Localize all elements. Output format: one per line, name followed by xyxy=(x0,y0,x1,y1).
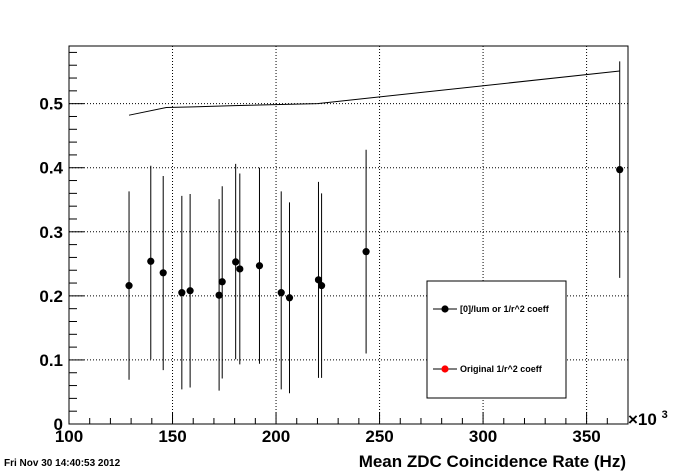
data-point xyxy=(285,294,294,302)
x-tick-label: 200 xyxy=(262,427,290,446)
y-tick-label: 0.4 xyxy=(39,159,63,178)
y-tick-label: 0.5 xyxy=(39,95,63,114)
legend-marker-1 xyxy=(441,365,449,373)
x-axis-multiplier-exponent: 3 xyxy=(662,409,668,421)
timestamp: Fri Nov 30 14:40:53 2012 xyxy=(4,458,121,469)
data-point xyxy=(215,291,223,299)
data-point xyxy=(277,289,285,297)
y-tick-label: 0 xyxy=(54,415,63,434)
series-line-2 xyxy=(128,70,620,116)
data-point xyxy=(232,258,240,266)
data-point xyxy=(186,287,194,295)
legend: [0]/lum or 1/r^2 coeff Original 1/r^2 co… xyxy=(426,280,567,399)
y-tick-label: 0.2 xyxy=(39,287,63,306)
x-tick-label: 100 xyxy=(55,427,83,446)
x-tick-label: 250 xyxy=(365,427,393,446)
x-tick-label: 350 xyxy=(572,427,600,446)
y-tick-label: 0.1 xyxy=(39,351,63,370)
x-tick-label: 150 xyxy=(158,427,186,446)
legend-label-0: [0]/lum or 1/r^2 coeff xyxy=(460,304,550,314)
data-point xyxy=(616,166,624,174)
data-point xyxy=(317,282,326,290)
data-point xyxy=(125,282,133,290)
x-tick-label: 300 xyxy=(469,427,497,446)
data-point xyxy=(362,248,370,256)
x-axis-title: Mean ZDC Coincidence Rate (Hz) xyxy=(359,452,626,471)
data-point xyxy=(314,276,323,284)
data-marks xyxy=(125,61,624,394)
legend-label-1: Original 1/r^2 coeff xyxy=(460,364,543,374)
legend-marker-0 xyxy=(441,305,449,313)
data-point xyxy=(147,257,155,265)
axes: 100 150 200 250 300 350 0 0.1 0.2 0.3 0.4 0.5 xyxy=(39,51,629,446)
x-axis-multiplier-base: ×10 xyxy=(628,410,657,429)
data-point xyxy=(255,262,264,270)
x-axis-multiplier: ×10 3 xyxy=(628,409,668,429)
data-point xyxy=(218,278,226,286)
data-point xyxy=(159,269,167,277)
data-point xyxy=(178,289,186,297)
y-tick-label: 0.3 xyxy=(39,223,63,242)
legend-box xyxy=(426,280,567,399)
data-point xyxy=(236,265,244,273)
